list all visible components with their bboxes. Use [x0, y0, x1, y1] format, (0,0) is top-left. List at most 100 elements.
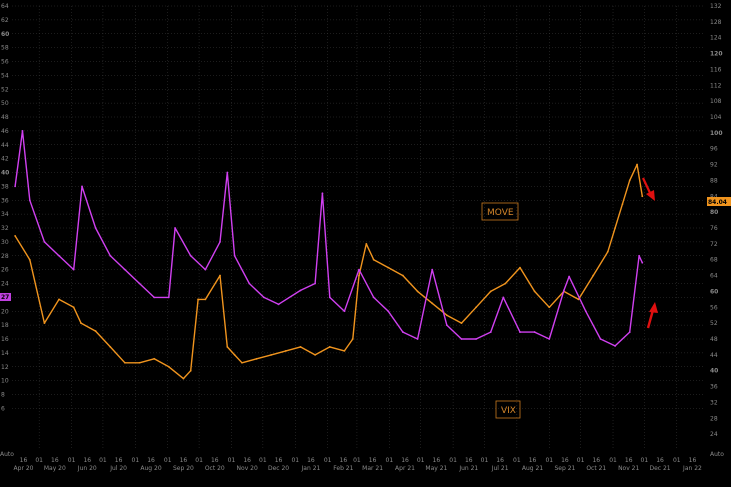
x-day-tick: 16	[147, 457, 155, 464]
left-tick-label: 48	[1, 114, 9, 121]
data-point-move	[226, 346, 229, 348]
x-day-tick: 01	[386, 457, 394, 464]
right-tick-label: 44	[710, 352, 718, 359]
x-month-label: Jan 21	[301, 465, 321, 472]
left-tick-label: 44	[1, 142, 9, 149]
left-tick-label: 34	[1, 211, 9, 218]
x-month-label: Mar 21	[362, 465, 383, 472]
right-tick-label: 72	[710, 241, 718, 248]
data-point-vix	[94, 227, 97, 229]
data-point-move	[255, 357, 258, 360]
data-point-vix	[489, 331, 492, 333]
left-tick-label: 52	[1, 86, 9, 93]
data-point-move	[577, 298, 580, 301]
x-day-tick: 01	[577, 457, 585, 464]
data-point-move	[314, 353, 317, 356]
x-day-tick: 01	[99, 457, 107, 464]
left-tick-label: 18	[1, 322, 9, 329]
data-point-move	[58, 298, 60, 301]
data-point-move	[241, 361, 243, 364]
x-day-tick: 01	[353, 457, 361, 464]
left-tick-label: 50	[1, 100, 9, 107]
right-tick-label: 60	[710, 288, 718, 295]
x-month-label: Apr 20	[14, 465, 34, 472]
x-day-tick: 01	[609, 457, 617, 464]
data-point-move	[387, 266, 390, 269]
data-point-move	[123, 361, 126, 364]
left-tick-label: 46	[1, 128, 9, 135]
left-tick-label: 38	[1, 183, 9, 190]
x-month-label: Jul 21	[491, 465, 509, 472]
data-point-vix	[460, 338, 463, 340]
x-day-tick: 16	[401, 457, 409, 464]
x-day-tick: 01	[481, 457, 489, 464]
left-tick-label: 26	[1, 267, 9, 274]
data-point-vix	[641, 261, 644, 264]
data-point-vix	[321, 192, 324, 195]
data-point-vix	[72, 268, 75, 271]
left-tick-label: 14	[1, 350, 9, 357]
right-tick-label: 32	[710, 399, 718, 406]
right-tick-label: 108	[710, 98, 722, 105]
x-day-tick: 16	[433, 457, 441, 464]
left-tick-label: 62	[1, 17, 9, 24]
left-tick-label: 56	[1, 59, 9, 66]
data-point-vix	[445, 324, 448, 327]
x-day-tick: 01	[673, 457, 681, 464]
data-point-move	[284, 349, 287, 352]
data-point-move	[204, 298, 207, 301]
x-day-tick: 16	[369, 457, 377, 464]
right-tick-label: 100	[710, 130, 723, 137]
x-day-tick: 16	[243, 457, 251, 464]
data-point-move	[365, 242, 368, 245]
data-point-vix	[519, 331, 521, 333]
right-tick-label: 92	[710, 162, 718, 169]
data-point-move	[416, 290, 419, 293]
left-tick-label: 30	[1, 239, 9, 246]
data-point-move	[270, 353, 273, 356]
x-day-tick: 01	[291, 457, 299, 464]
left-tick-label: 36	[1, 197, 9, 204]
right-tick-label: 52	[710, 320, 718, 327]
data-point-move	[592, 274, 595, 277]
x-day-tick: 16	[496, 457, 504, 464]
right-tick-label: 40	[710, 368, 718, 375]
x-month-label: Dec 20	[268, 465, 289, 472]
data-point-vix	[43, 240, 46, 243]
left-axis: 6810121416182022242628303234363840424446…	[1, 3, 9, 412]
data-point-vix	[123, 268, 126, 271]
left-tick-label: 6	[1, 405, 5, 412]
vix-end-badge	[0, 293, 11, 301]
data-point-vix	[58, 254, 60, 257]
x-day-tick: 01	[164, 457, 172, 464]
left-tick-label: 8	[1, 392, 5, 399]
x-day-tick: 16	[689, 457, 697, 464]
data-point-move	[182, 377, 185, 380]
data-point-vix	[263, 296, 265, 299]
data-point-vix	[599, 338, 602, 340]
x-month-label: Apr 21	[395, 465, 415, 472]
right-tick-label: 120	[710, 51, 723, 58]
x-day-tick: 16	[592, 457, 600, 464]
left-tick-label: 32	[1, 225, 9, 232]
data-point-move	[504, 282, 507, 285]
data-point-move	[197, 298, 199, 301]
data-point-move	[614, 227, 617, 229]
data-point-move	[628, 179, 631, 182]
data-point-vix	[431, 268, 434, 271]
right-tick-label: 24	[710, 431, 718, 438]
data-point-move	[14, 235, 17, 237]
data-point-vix	[189, 254, 192, 257]
x-day-tick: 01	[417, 457, 425, 464]
data-point-vix	[502, 296, 505, 299]
x-day-tick: 16	[83, 457, 91, 464]
x-month-label: May 21	[425, 465, 447, 472]
x-day-tick: 16	[51, 457, 59, 464]
x-day-tick: 16	[465, 457, 473, 464]
data-point-move	[219, 274, 221, 277]
x-day-tick: 01	[641, 457, 649, 464]
right-tick-label: 56	[710, 304, 718, 311]
left-tick-label: 54	[1, 72, 9, 79]
move-label-box	[481, 202, 519, 221]
